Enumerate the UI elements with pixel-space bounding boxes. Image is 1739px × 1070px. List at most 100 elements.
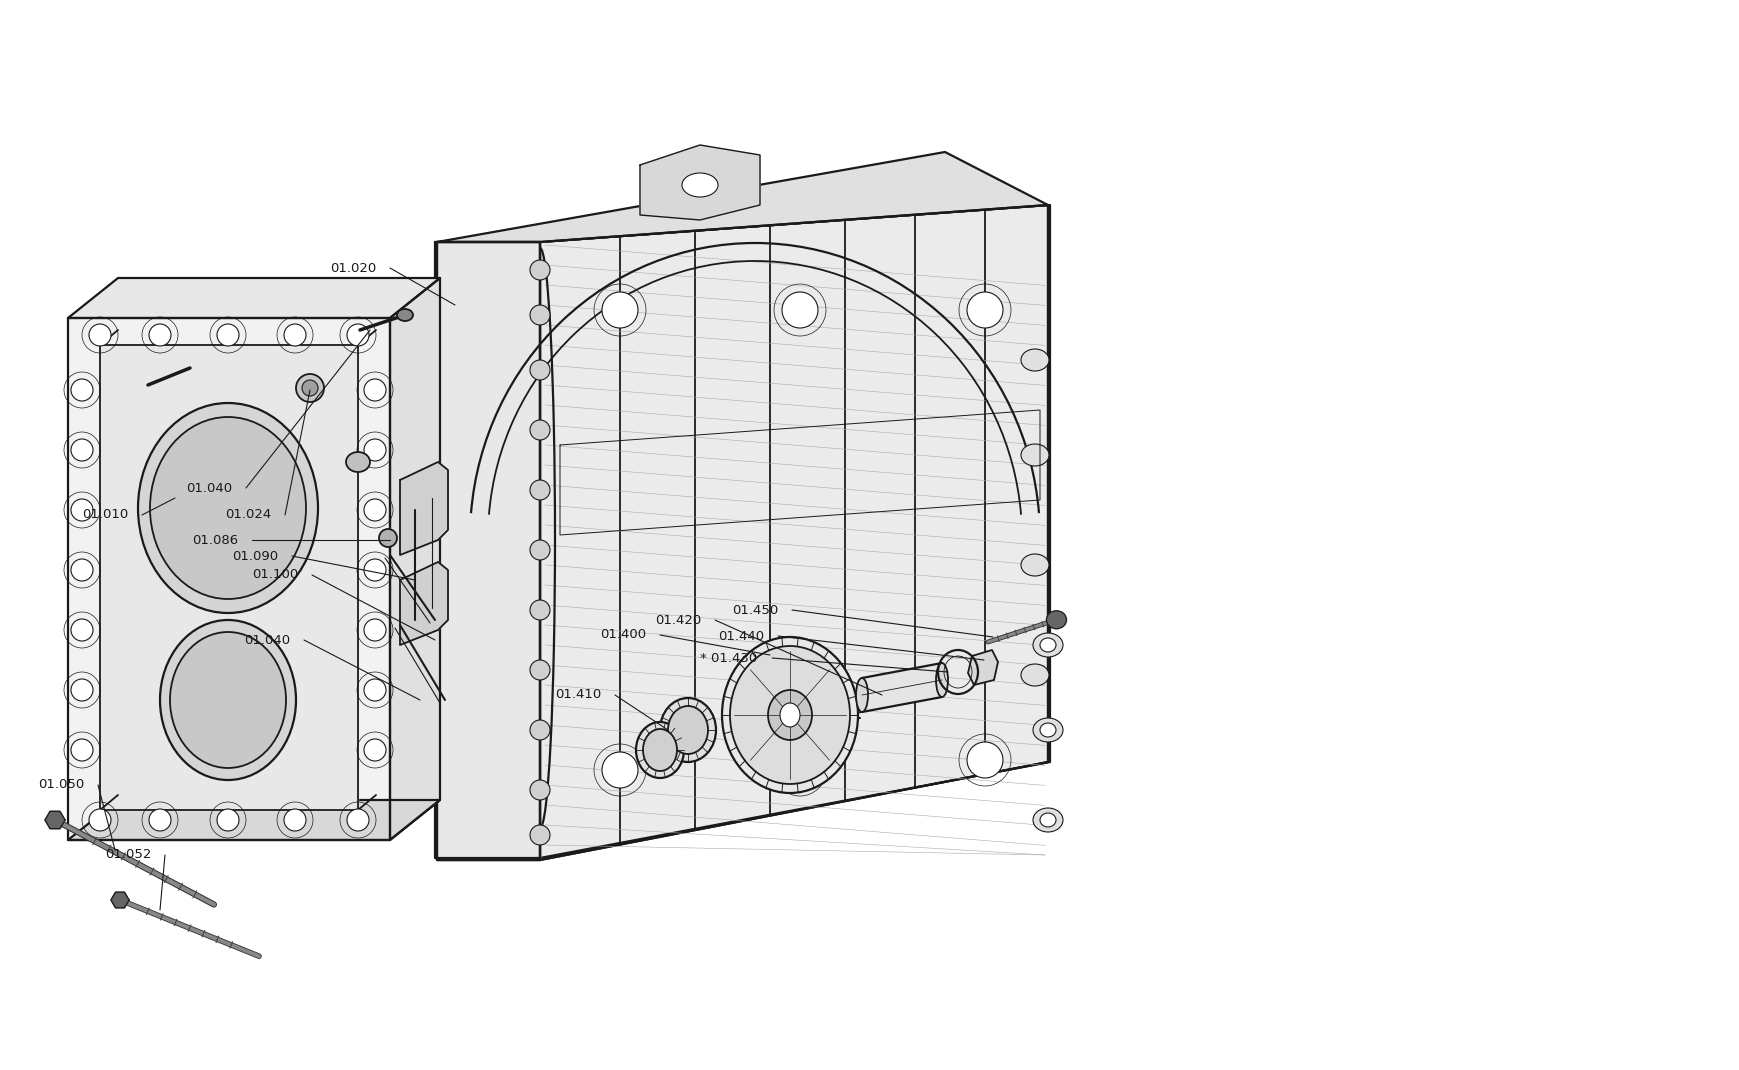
Text: 01.420: 01.420: [654, 613, 701, 627]
Text: 01.040: 01.040: [243, 633, 290, 646]
Ellipse shape: [71, 499, 92, 521]
Ellipse shape: [530, 660, 550, 681]
Ellipse shape: [530, 360, 550, 380]
Ellipse shape: [682, 173, 718, 197]
Ellipse shape: [363, 739, 386, 761]
Ellipse shape: [71, 379, 92, 401]
Polygon shape: [400, 562, 447, 645]
Ellipse shape: [530, 305, 550, 325]
Polygon shape: [967, 649, 998, 685]
Ellipse shape: [1033, 718, 1063, 742]
Ellipse shape: [530, 540, 550, 560]
Ellipse shape: [137, 403, 318, 613]
Polygon shape: [68, 318, 390, 840]
Ellipse shape: [602, 292, 638, 328]
Ellipse shape: [89, 809, 111, 831]
Ellipse shape: [1040, 813, 1056, 827]
Polygon shape: [861, 663, 941, 712]
Polygon shape: [640, 146, 760, 220]
Ellipse shape: [283, 809, 306, 831]
Ellipse shape: [856, 678, 868, 712]
Ellipse shape: [779, 703, 800, 727]
Ellipse shape: [1045, 611, 1066, 629]
Polygon shape: [539, 205, 1047, 860]
Ellipse shape: [150, 809, 170, 831]
Ellipse shape: [71, 620, 92, 641]
Text: 01.410: 01.410: [555, 688, 602, 702]
Text: 01.440: 01.440: [718, 629, 763, 642]
Ellipse shape: [283, 324, 306, 346]
Ellipse shape: [668, 706, 708, 754]
Ellipse shape: [530, 600, 550, 620]
Text: 01.450: 01.450: [732, 603, 777, 616]
Ellipse shape: [1021, 349, 1049, 371]
Ellipse shape: [602, 752, 638, 788]
Ellipse shape: [150, 417, 306, 599]
Ellipse shape: [363, 439, 386, 461]
Text: 01.052: 01.052: [104, 849, 151, 861]
Ellipse shape: [363, 499, 386, 521]
Polygon shape: [68, 800, 440, 840]
Polygon shape: [99, 345, 358, 810]
Ellipse shape: [379, 529, 396, 547]
Ellipse shape: [636, 722, 683, 778]
Ellipse shape: [967, 742, 1002, 778]
Text: 01.050: 01.050: [38, 779, 83, 792]
Ellipse shape: [781, 752, 817, 788]
Ellipse shape: [303, 380, 318, 396]
Ellipse shape: [781, 292, 817, 328]
Ellipse shape: [396, 309, 412, 321]
Text: 01.400: 01.400: [600, 628, 645, 642]
Ellipse shape: [217, 809, 238, 831]
Ellipse shape: [363, 620, 386, 641]
Ellipse shape: [643, 729, 676, 771]
Text: * 01.430: * 01.430: [699, 652, 756, 664]
Ellipse shape: [530, 260, 550, 280]
Polygon shape: [435, 242, 539, 858]
Ellipse shape: [71, 439, 92, 461]
Ellipse shape: [967, 292, 1002, 328]
Ellipse shape: [150, 324, 170, 346]
Polygon shape: [436, 152, 1047, 242]
Polygon shape: [436, 242, 539, 860]
Text: 01.024: 01.024: [224, 508, 271, 521]
Text: 01.010: 01.010: [82, 508, 129, 521]
Ellipse shape: [71, 739, 92, 761]
Ellipse shape: [346, 324, 369, 346]
Ellipse shape: [1040, 723, 1056, 737]
Ellipse shape: [936, 663, 948, 697]
Ellipse shape: [71, 559, 92, 581]
Ellipse shape: [1021, 664, 1049, 686]
Ellipse shape: [1021, 554, 1049, 576]
Ellipse shape: [1033, 808, 1063, 832]
Text: 01.100: 01.100: [252, 568, 297, 581]
Ellipse shape: [363, 679, 386, 701]
Ellipse shape: [1021, 444, 1049, 467]
Ellipse shape: [530, 825, 550, 845]
Ellipse shape: [767, 690, 812, 740]
Polygon shape: [111, 892, 129, 907]
Ellipse shape: [217, 324, 238, 346]
Ellipse shape: [170, 632, 285, 768]
Ellipse shape: [722, 637, 857, 793]
Ellipse shape: [530, 421, 550, 440]
Ellipse shape: [363, 379, 386, 401]
Polygon shape: [400, 462, 447, 555]
Ellipse shape: [363, 559, 386, 581]
Polygon shape: [390, 278, 440, 840]
Ellipse shape: [530, 720, 550, 740]
Ellipse shape: [346, 452, 370, 472]
Text: 01.090: 01.090: [231, 550, 278, 563]
Polygon shape: [68, 278, 440, 318]
Ellipse shape: [659, 698, 715, 762]
Ellipse shape: [71, 679, 92, 701]
Ellipse shape: [530, 480, 550, 500]
Ellipse shape: [1040, 638, 1056, 652]
Ellipse shape: [1033, 633, 1063, 657]
Ellipse shape: [730, 646, 850, 784]
Polygon shape: [45, 811, 64, 828]
Text: 01.020: 01.020: [330, 261, 376, 275]
Polygon shape: [539, 205, 1049, 858]
Ellipse shape: [346, 809, 369, 831]
Ellipse shape: [160, 620, 296, 780]
